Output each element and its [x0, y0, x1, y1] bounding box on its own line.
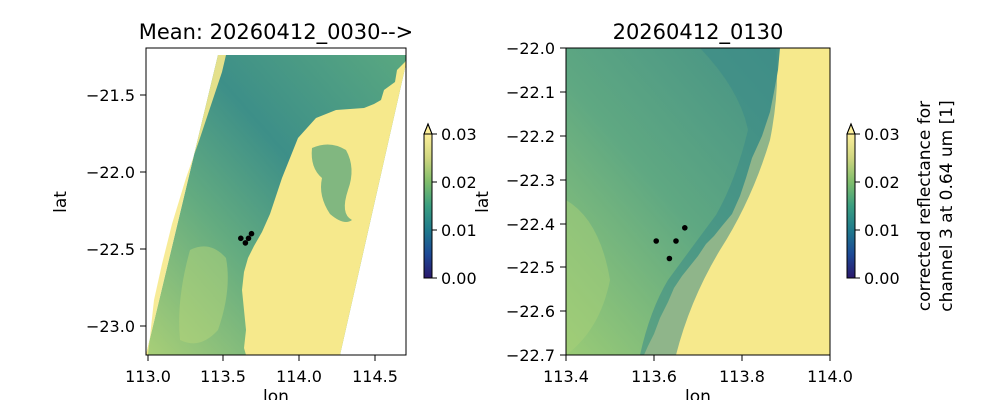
colorbar-1-extend-arrow	[423, 122, 433, 135]
panel-2-point-3	[682, 225, 688, 231]
panel-2-ylabel: lat	[473, 191, 493, 213]
panel-2-ytick-label: −22.1	[506, 83, 555, 102]
panel-1-land	[242, 59, 406, 355]
colorbar-2-label-line-2: channel 3 at 0.64 um [1]	[937, 100, 957, 311]
panel-2-ytick-label: −22.5	[506, 258, 555, 277]
panel-1-frame	[145, 47, 407, 356]
panel-2-ytick-label: −22.7	[506, 346, 555, 365]
panel-2-xtick-label: 113.8	[719, 367, 765, 386]
panel-1-xlabel: lon	[263, 387, 289, 400]
colorbar-2-extend-arrow	[846, 122, 856, 135]
colorbar-1-tick-label: 0.00	[441, 269, 477, 288]
panel-1-xtick-label: 114.0	[276, 367, 322, 386]
panel-1-yaxis: −21.5 −22.0 −22.5 −23.0	[86, 86, 146, 336]
colorbar-2-frame	[846, 122, 856, 279]
panel-1: Mean: 20260412_0030--> 113.0 113.5 114.0…	[51, 20, 477, 400]
panel-2-ytick-label: −22.4	[506, 215, 555, 234]
panel-2-point-2	[673, 238, 679, 244]
panel-2-point-4	[666, 255, 673, 262]
panel-2-xaxis: 113.4 113.6 113.8 114.0	[543, 355, 853, 386]
panel-1-xtick-label: 113.0	[125, 367, 171, 386]
colorbar-1-tick-label: 0.02	[441, 173, 477, 192]
colorbar-2-tick-label: 0.03	[864, 125, 900, 144]
panel-2-light-patch	[566, 200, 610, 355]
panel-1-point-4	[248, 230, 255, 237]
colorbar-1-frame	[423, 122, 433, 279]
colorbar-2-tick-label: 0.02	[864, 173, 900, 192]
panel-2-points	[653, 225, 688, 262]
colorbar-1-ramp	[424, 134, 432, 278]
colorbar-2-ramp	[847, 134, 855, 278]
panel-1-points	[238, 230, 255, 246]
panel-1-ytick-label: −21.5	[86, 86, 135, 105]
panel-1-ytick-label: −23.0	[86, 317, 135, 336]
panel-1-ylabel: lat	[51, 191, 71, 213]
panel-2-xtick-label: 113.6	[631, 367, 677, 386]
colorbar-2-tick-label: 0.01	[864, 221, 900, 240]
colorbar-1-tick-label: 0.03	[441, 125, 477, 144]
colorbar-1-tick-label: 0.01	[441, 221, 477, 240]
panel-2: 20260412_0130 113.4 113.6 113.8 114.0 lo…	[473, 20, 957, 400]
colorbar-2-label-line-1: corrected reflectance for	[915, 101, 935, 311]
colorbar-1: 0.00 0.01 0.02 0.03	[423, 122, 477, 288]
panel-1-image	[146, 55, 406, 355]
panel-2-ytick-label: −22.3	[506, 171, 555, 190]
panel-1-point-2	[242, 240, 249, 246]
panel-2-yaxis: −22.0 −22.1 −22.2 −22.3 −22.4 −22.5 −22.…	[506, 39, 566, 365]
panel-1-haze	[179, 246, 228, 344]
panel-2-image	[566, 48, 830, 355]
panel-1-point-3	[245, 235, 252, 242]
panel-2-frame	[565, 47, 831, 356]
panel-1-cloud	[311, 144, 352, 222]
colorbar-2: 0.00 0.01 0.02 0.03 corrected reflectanc…	[846, 100, 957, 312]
panel-1-xtick-label: 114.5	[352, 367, 398, 386]
panel-2-xtick-label: 114.0	[807, 367, 853, 386]
panel-2-xtick-label: 113.4	[543, 367, 589, 386]
panel-2-point-1	[653, 238, 659, 244]
panel-1-ytick-label: −22.0	[86, 163, 135, 182]
panel-1-xaxis: 113.0 113.5 114.0 114.5	[125, 355, 398, 386]
panel-2-ytick-label: −22.2	[506, 127, 555, 146]
panel-1-ytick-label: −22.5	[86, 240, 135, 259]
panel-2-xlabel: lon	[685, 387, 711, 400]
panel-2-ytick-label: −22.0	[506, 39, 555, 58]
panel-2-title: 20260412_0130	[613, 20, 784, 45]
panel-1-point-1	[238, 235, 244, 242]
colorbar-2-tick-label: 0.00	[864, 269, 900, 288]
panel-1-xtick-label: 113.5	[200, 367, 246, 386]
panel-2-dark-band	[640, 48, 778, 355]
panel-1-title: Mean: 20260412_0030-->	[139, 20, 414, 45]
colorbar-2-label: corrected reflectance for channel 3 at 0…	[915, 100, 957, 311]
panel-2-ytick-label: −22.6	[506, 302, 555, 321]
